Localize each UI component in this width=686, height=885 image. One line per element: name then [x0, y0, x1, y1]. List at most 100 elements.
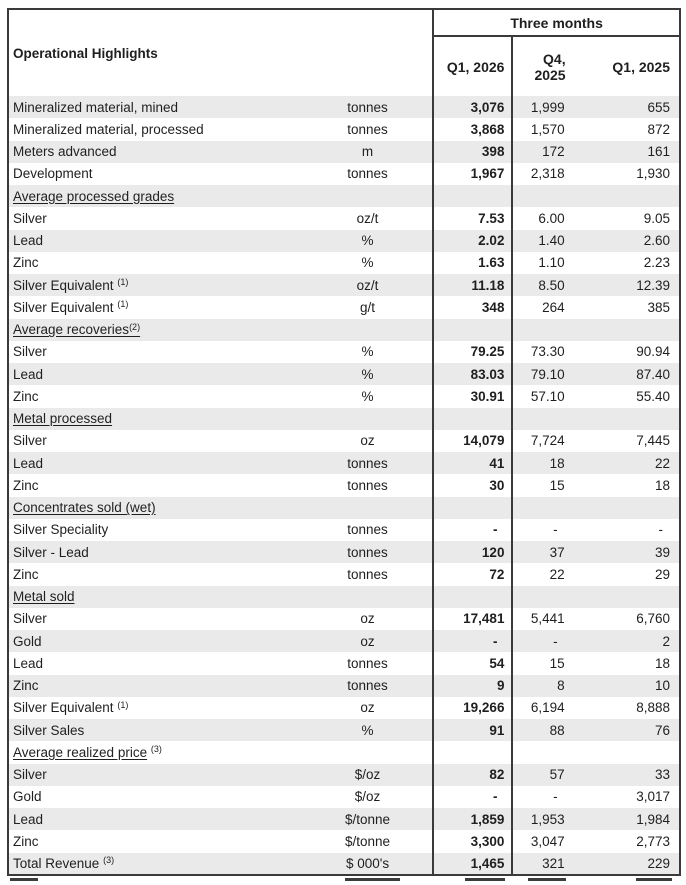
clipped-label-fragment	[10, 877, 38, 881]
row-label: Development	[13, 166, 93, 182]
row-label: Gold	[13, 789, 42, 805]
row-label: Mineralized material, processed	[13, 121, 204, 137]
value-q1-2026: 348	[432, 296, 514, 319]
value-q1-2025: 18	[654, 655, 670, 671]
row-unit: tonnes	[302, 452, 434, 475]
value-q4-2025: 88	[512, 719, 570, 742]
value-q1-2025: 12.39	[569, 274, 680, 297]
row-unit: oz	[360, 433, 375, 449]
row-unit: %	[302, 719, 434, 742]
value-q4-2025: -	[553, 522, 558, 538]
value-q1-2025: 655	[569, 96, 680, 119]
value-q1-2025: 55.40	[636, 388, 670, 404]
section-label: Metal sold	[8, 585, 434, 608]
table-row: Silver $/oz 82 57 33	[8, 763, 680, 786]
clipped-next-row	[7, 876, 681, 884]
value-q1-2026: 3,076	[432, 96, 514, 119]
section-header-row: Average recoveries(2)	[8, 318, 680, 341]
table-row: Mineralized material, mined tonnes 3,076 1,…	[8, 96, 680, 119]
value-q4-2025: 3,047	[530, 833, 565, 849]
section-label-text: Metal sold	[13, 589, 75, 605]
row-unit: $/oz	[302, 763, 434, 786]
value-q1-2025: 90.94	[636, 344, 670, 360]
clipped-q1-2026-fragment	[465, 877, 505, 881]
row-unit: $/tonne	[302, 808, 434, 831]
table-row: Lead $/tonne 1,859 1,953 1,984	[8, 808, 680, 831]
table-row: Meters advanced m 398 172 161	[8, 140, 680, 163]
row-label: Lead	[8, 363, 303, 386]
value-q4-2025: 15	[549, 477, 565, 493]
section-header-row: Metal processed	[8, 407, 680, 430]
empty-cell	[512, 318, 570, 341]
section-header-row: Average processed grades	[8, 185, 680, 208]
value-q1-2026: 54	[432, 652, 514, 675]
value-q4-2025: 264	[542, 299, 565, 315]
section-label-text: Metal processed	[13, 411, 113, 427]
value-q1-2025: 2.23	[643, 255, 670, 271]
row-unit: g/t	[360, 299, 376, 315]
row-label: Silver	[13, 344, 47, 360]
row-unit: oz	[360, 611, 375, 627]
empty-cell	[432, 741, 514, 764]
value-q1-2025: 1,930	[636, 166, 670, 182]
table-row: Lead% 2.02 1.40 2.60	[8, 229, 680, 252]
value-q1-2026: -	[432, 518, 514, 541]
table-row: Zinc% 1.63 1.10 2.23	[8, 251, 680, 274]
value-q1-2026: 14,079	[432, 429, 514, 452]
value-q1-2026: 11.18	[432, 274, 514, 297]
empty-cell	[569, 407, 680, 430]
table-row: Lead% 83.03 79.10 87.40	[8, 363, 680, 386]
row-unit: tonnes	[302, 541, 434, 564]
value-q4-2025: 57.10	[530, 388, 565, 404]
row-unit: %	[361, 388, 374, 404]
row-unit: oz/t	[302, 274, 434, 297]
row-unit: %	[302, 363, 434, 386]
row-unit: $/oz	[354, 789, 381, 805]
row-label: Silver Equivalent (1)	[8, 274, 303, 297]
footnote-marker: (3)	[150, 744, 162, 755]
row-label: Meters advanced	[8, 140, 303, 163]
table-row: Zinc tonnes 9 8 10	[8, 674, 680, 697]
table-row: Mineralized material, processed tonnes 3,8…	[8, 118, 680, 141]
row-unit: %	[302, 229, 434, 252]
value-q4-2025: 57	[512, 763, 570, 786]
value-q4-2025: 8	[512, 674, 570, 697]
value-q1-2026: 1,465	[432, 852, 514, 875]
section-label: Metal processed	[8, 407, 434, 430]
value-q4-2025: 1,953	[512, 808, 570, 831]
row-label: Total Revenue (3)	[8, 852, 303, 875]
value-q4-2025: -	[512, 630, 570, 653]
value-q1-2025: 229	[569, 852, 680, 875]
value-q1-2026: -	[432, 785, 514, 808]
footnote-marker: (1)	[117, 699, 129, 710]
clipped-unit-fragment	[345, 877, 400, 881]
section-header-row: Concentrates sold (wet)	[8, 496, 680, 519]
row-unit: tonnes	[302, 96, 434, 119]
section-label-text: Concentrates sold (wet)	[13, 500, 156, 516]
value-q1-2026: 41	[432, 452, 514, 475]
value-q1-2026: 83.03	[432, 363, 514, 386]
value-q1-2025: 1,984	[569, 808, 680, 831]
value-q1-2025: 6,760	[636, 611, 670, 627]
value-q1-2025: 33	[569, 763, 680, 786]
table-row: Development tonnes 1,967 2,318 1,930	[8, 162, 680, 185]
value-q4-2025: 22	[549, 566, 565, 582]
empty-cell	[570, 741, 680, 763]
row-unit: oz	[302, 630, 434, 653]
column-header-q4-2025: Q4, 2025	[512, 36, 570, 96]
value-q1-2025: 2,773	[636, 833, 670, 849]
row-unit: $/tonne	[345, 833, 391, 849]
value-q1-2026: 3,300	[432, 830, 514, 853]
value-q4-2025: 2,318	[530, 166, 565, 182]
row-label: Zinc	[13, 388, 39, 404]
value-q1-2025: 385	[647, 299, 670, 315]
value-q4-2025: 1,570	[530, 121, 565, 137]
row-label: Silver Speciality	[13, 522, 109, 538]
row-label: Lead	[13, 655, 44, 671]
row-unit: %	[361, 255, 374, 271]
section-label-text: Average processed grades	[13, 188, 175, 204]
value-q4-2025: 18	[512, 452, 570, 475]
footnote-marker: (1)	[117, 277, 129, 288]
empty-cell	[512, 407, 570, 430]
value-q1-2026: 1,859	[432, 808, 514, 831]
